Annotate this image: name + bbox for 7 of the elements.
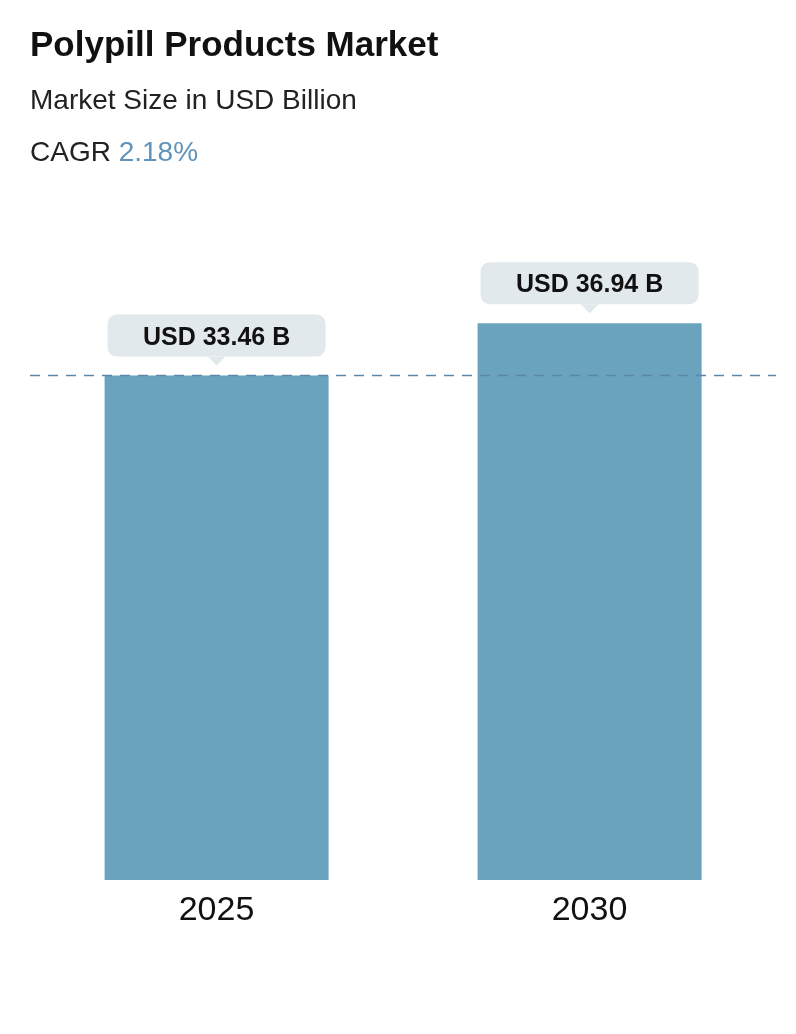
text: CAGR 2.18%: [30, 136, 199, 167]
data-label: USD 33.46 B: [142, 321, 291, 350]
x-tick-label: 2025: [178, 889, 255, 928]
x-tick-label: 2030: [551, 889, 628, 928]
chart-subtitle: Market Size in USD Billion: [30, 84, 357, 116]
chart-title: Polypill Products Market: [30, 24, 439, 64]
data-label: USD 36.94 B: [515, 269, 664, 298]
